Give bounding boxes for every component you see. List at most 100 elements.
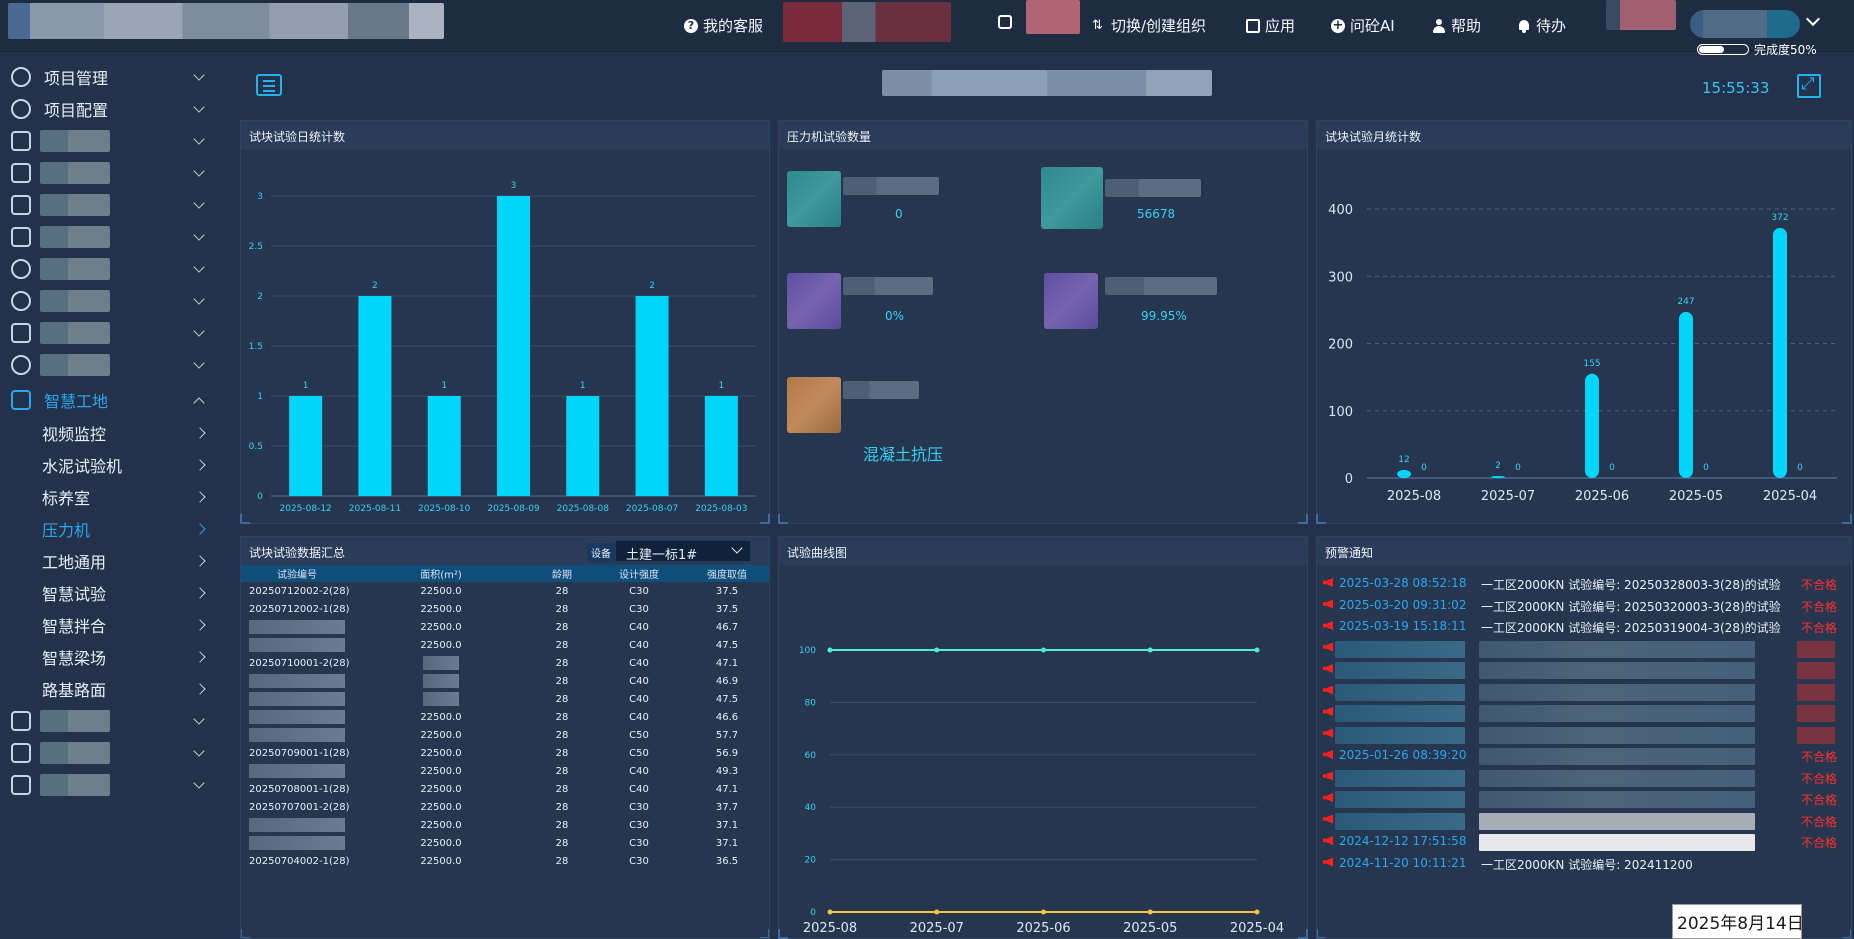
sidebar-item-redacted[interactable]: [0, 186, 214, 224]
panel-header: 压力机试验数量: [779, 121, 1307, 149]
alert-item[interactable]: 2024-11-20 10:11:21 一工区2000KN 试验编号: 20241…: [1319, 853, 1839, 875]
x-tick-label: 2025-08-03: [695, 504, 747, 514]
clock: 15:55:33: [1702, 79, 1770, 97]
table-row[interactable]: 22500.0 28 C40 49.3: [241, 762, 769, 780]
sidebar-subitem-video[interactable]: 视频监控: [0, 414, 214, 452]
table-row[interactable]: 28 C40 46.9: [241, 672, 769, 690]
sidebar-item-redacted[interactable]: [0, 702, 214, 740]
chevron-down-icon[interactable]: [1805, 11, 1821, 27]
redacted-cell: [249, 674, 345, 688]
table-row[interactable]: 22500.0 28 C40 46.7: [241, 618, 769, 636]
redacted-menu: [1606, 0, 1676, 30]
alert-item[interactable]: [1319, 681, 1839, 703]
sidebar-subitem-smart-test[interactable]: 智慧试验: [0, 574, 214, 612]
redacted-cell: [249, 818, 345, 832]
table-row[interactable]: 20250710001-2(28) 28 C40 47.1: [241, 654, 769, 672]
table-row[interactable]: 20250708001-1(28) 22500.0 28 C40 47.1: [241, 780, 769, 798]
customer-service-button[interactable]: ? 我的客服: [684, 15, 763, 36]
speaker-icon: [1323, 728, 1333, 738]
sidebar-subitem-smart-beam[interactable]: 智慧梁场: [0, 638, 214, 676]
device-select[interactable]: 土建一标1#: [615, 540, 751, 563]
sidebar-item-redacted[interactable]: [0, 250, 214, 288]
data-label: 0: [1515, 463, 1521, 473]
alert-item[interactable]: 不合格: [1319, 767, 1839, 789]
help-button[interactable]: 帮助: [1432, 15, 1481, 36]
table-row[interactable]: 28 C40 47.5: [241, 690, 769, 708]
table-row[interactable]: 22500.0 28 C40 47.5: [241, 636, 769, 654]
table-row[interactable]: 22500.0 28 C50 57.7: [241, 726, 769, 744]
sidebar-subitem-label: 工地通用: [42, 553, 107, 572]
table-cell: 47.5: [715, 639, 739, 651]
sidebar-item-project-config[interactable]: 项目配置: [0, 90, 214, 128]
sidebar-subitem-curing-room[interactable]: 标养室: [0, 478, 214, 516]
sidebar-item-redacted[interactable]: [0, 122, 214, 160]
test-curve-chart: 0 20 40 60 80 100 2025-08 2025-07 2025-06 2025-05…: [799, 646, 1284, 936]
table-row[interactable]: 20250704002-1(28) 22500.0 28 C30 36.5: [241, 852, 769, 870]
alert-item[interactable]: 不合格: [1319, 810, 1839, 832]
sidebar-item-redacted[interactable]: [0, 734, 214, 772]
sidebar-subitem-roadbed[interactable]: 路基路面: [0, 670, 214, 708]
sidebar-item-redacted[interactable]: [0, 218, 214, 256]
table-row[interactable]: 20250712002-2(28) 22500.0 28 C30 37.5: [241, 582, 769, 600]
alert-item[interactable]: [1319, 724, 1839, 746]
sidebar-subitem-smart-mixing[interactable]: 智慧拌合: [0, 606, 214, 644]
alert-status: 不合格: [1801, 814, 1838, 829]
redacted-cell: [423, 674, 459, 688]
table-cell: [241, 690, 353, 708]
alert-status: 不合格: [1801, 793, 1838, 807]
x-tick-label: 2025-04: [1763, 489, 1817, 504]
alert-item[interactable]: 2025-03-20 09:31:02 一工区2000KN 试验编号: 20250…: [1319, 595, 1839, 617]
sidebar-item-redacted[interactable]: [0, 766, 214, 804]
alert-item[interactable]: 2025-03-28 08:52:18 一工区2000KN 试验编号: 20250…: [1319, 573, 1839, 595]
fullscreen-icon[interactable]: [1797, 74, 1821, 98]
speaker-icon: [1323, 621, 1333, 630]
table-row[interactable]: 22500.0 28 C30 37.1: [241, 834, 769, 852]
alert-item[interactable]: 2025-01-26 08:39:20 不合格: [1319, 745, 1839, 767]
alert-item[interactable]: 2024-12-12 17:51:58 不合格: [1319, 831, 1839, 853]
todo-button[interactable]: 待办: [1517, 15, 1566, 36]
sidebar-item-project-management[interactable]: 项目管理: [0, 58, 214, 96]
apps-button[interactable]: 应用: [1246, 15, 1295, 36]
table-cell: [241, 816, 353, 834]
bar: [358, 296, 392, 496]
sidebar-item-smart-site[interactable]: 智慧工地: [0, 381, 214, 419]
sidebar-item-redacted[interactable]: [0, 314, 214, 352]
ask-ai-button[interactable]: + 问砼AI: [1331, 15, 1395, 36]
table-row[interactable]: 20250707001-2(28) 22500.0 28 C30 37.7: [241, 798, 769, 816]
alert-item[interactable]: [1319, 702, 1839, 724]
alert-item[interactable]: [1319, 659, 1839, 681]
table-row[interactable]: 20250709001-1(28) 22500.0 28 C50 56.9: [241, 744, 769, 762]
chevron-right-icon: [194, 427, 206, 439]
logo[interactable]: [8, 3, 444, 39]
switch-org-button[interactable]: ⇅ 切换/创建组织: [1092, 15, 1206, 36]
redacted-time: [1335, 769, 1465, 787]
user-profile[interactable]: [1690, 10, 1800, 38]
user-icon: [11, 291, 31, 311]
sidebar-item-redacted[interactable]: [0, 346, 214, 384]
alert-item[interactable]: [1319, 638, 1839, 660]
bar: [1773, 227, 1787, 478]
sidebar-subitem-site-general[interactable]: 工地通用: [0, 542, 214, 580]
redacted-info: [783, 2, 951, 42]
table-row[interactable]: 20250712002-1(28) 22500.0 28 C30 37.5: [241, 600, 769, 618]
data-label: 12: [1398, 455, 1409, 465]
help-label: 帮助: [1451, 17, 1482, 35]
alert-item[interactable]: 2025-03-19 15:18:11 一工区2000KN 试验编号: 20250…: [1319, 616, 1839, 638]
redacted-time: [1335, 683, 1465, 701]
data-point: [1254, 909, 1260, 915]
sidebar-item-redacted[interactable]: [0, 282, 214, 320]
bar: [566, 396, 600, 496]
sidebar-subitem-cement-tester[interactable]: 水泥试验机: [0, 446, 214, 484]
alert-item[interactable]: 不合格: [1319, 788, 1839, 810]
question-icon: ?: [684, 18, 698, 33]
message-button[interactable]: [998, 15, 1017, 29]
table-row[interactable]: 22500.0 28 C30 37.1: [241, 816, 769, 834]
table-row[interactable]: 22500.0 28 C40 46.6: [241, 708, 769, 726]
list-icon[interactable]: [256, 74, 282, 96]
sidebar-item-redacted[interactable]: [0, 154, 214, 192]
redacted-stat-label: [843, 381, 919, 399]
concrete-compression-label: 混凝土抗压: [863, 445, 944, 464]
column-header: 试验编号: [241, 565, 353, 582]
sidebar-subitem-press-machine[interactable]: 压力机: [0, 510, 214, 548]
file-icon: [11, 775, 31, 795]
